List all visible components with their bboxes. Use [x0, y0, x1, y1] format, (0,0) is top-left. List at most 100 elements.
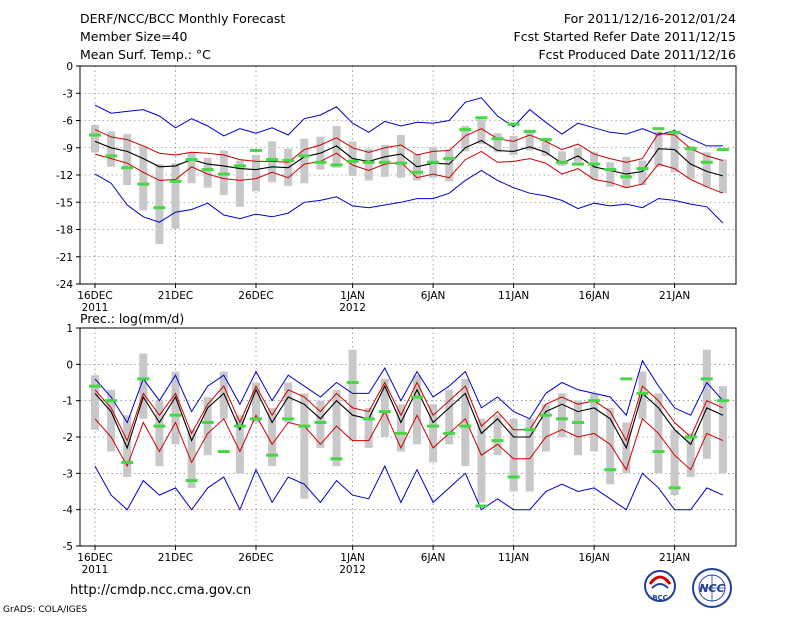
prec-obs-marker — [459, 424, 472, 428]
temp-xtick-label: 11JAN — [498, 290, 529, 302]
prec-plus-std-line — [94, 381, 724, 442]
prec-spread-bar — [493, 415, 502, 456]
prec-spread-bar — [300, 393, 309, 499]
temp-obs-marker — [668, 130, 681, 134]
prec-obs-marker — [185, 479, 198, 483]
prec-obs-marker — [700, 377, 713, 381]
prec-spread-bar — [477, 418, 486, 503]
prec-spread-bar — [268, 407, 277, 467]
temp-obs-marker — [604, 168, 617, 172]
produced-date-label: Fcst Produced Date 2011/12/16 — [538, 47, 736, 62]
temp-spread-bar — [203, 157, 212, 188]
prec-ytick-label: 0 — [66, 359, 73, 371]
temp-obs-marker — [105, 154, 118, 158]
prec-spread-bar — [557, 393, 566, 437]
prec-spread-bar — [187, 429, 196, 488]
temp-obs-marker — [330, 163, 343, 167]
prec-obs-marker — [636, 391, 649, 395]
prec-ytick-label: 1 — [66, 323, 73, 335]
temp-spread-bar — [557, 151, 566, 166]
variable-label: Mean Surf. Temp.: °C — [80, 47, 211, 62]
prec-obs-marker — [137, 377, 150, 381]
prec-ytick-label: -4 — [63, 505, 74, 517]
prec-obs-marker — [250, 417, 262, 421]
prec-obs-marker — [266, 453, 279, 457]
temp-spread-bar — [364, 148, 373, 181]
temp-spread-bar — [477, 119, 486, 145]
temp-spread-bar — [670, 133, 679, 173]
temp-obs-marker — [443, 157, 456, 161]
prec-min-line — [94, 464, 724, 511]
temp-minus-std-line — [94, 150, 724, 194]
prec-obs-marker — [539, 413, 552, 417]
temp-spread-bar — [686, 145, 695, 179]
temp-obs-marker — [217, 172, 230, 176]
temp-spread-bar — [525, 131, 534, 151]
prec-spread-bar — [107, 389, 116, 452]
prec-spread-bar — [332, 389, 341, 467]
prec-obs-marker — [217, 450, 230, 454]
temp-obs-marker — [233, 164, 246, 168]
prec-spread-bar — [702, 349, 711, 459]
prec-spread-bar — [396, 404, 405, 452]
refer-date-label: Fcst Started Refer Date 2011/12/15 — [513, 29, 737, 44]
temp-ytick-label: -3 — [63, 88, 73, 100]
prec-spread-bar — [380, 378, 389, 437]
prec-obs-marker — [394, 431, 407, 435]
temp-ytick-label: -12 — [56, 170, 73, 182]
temp-spread-bar — [606, 162, 615, 187]
temp-spread-bar — [461, 125, 470, 152]
temp-spread-bar — [590, 152, 599, 180]
temp-obs-marker — [378, 160, 391, 164]
prec-spread-bar — [461, 378, 470, 467]
temp-ytick-label: -21 — [56, 252, 73, 264]
temp-obs-marker — [572, 162, 584, 166]
prec-obs-marker — [298, 424, 311, 428]
prec-xtick-label: 11JAN — [498, 552, 529, 564]
prec-obs-marker — [475, 504, 488, 508]
temp-obs-marker — [684, 147, 697, 151]
temp-ytick-label: -9 — [63, 143, 73, 155]
temp-obs-marker — [362, 160, 375, 164]
prec-obs-marker — [346, 381, 359, 384]
ncc-logo-meridian-icon — [699, 575, 725, 601]
temp-obs-marker — [539, 138, 552, 142]
prec-xtick-label: 21JAN — [659, 552, 690, 564]
prec-spread-bar — [284, 382, 293, 423]
prec-spread-bar — [670, 429, 679, 496]
prec-obs-marker — [491, 439, 504, 443]
temp-obs-marker — [298, 154, 311, 158]
temp-mean-line — [94, 139, 724, 177]
temp-xtick-label: 26DEC — [238, 290, 273, 302]
prec-obs-marker — [121, 460, 134, 464]
temp-obs-marker — [411, 170, 423, 174]
prec-obs-marker — [201, 420, 214, 424]
prec-obs-marker — [716, 399, 729, 403]
temp-obs-marker — [282, 158, 295, 162]
bcc-logo-swirl-icon — [648, 575, 672, 585]
temp-obs-marker — [636, 167, 649, 171]
prec-spread-bar — [252, 382, 260, 423]
temp-obs-marker — [201, 168, 214, 172]
temp-spread-bar — [702, 152, 711, 187]
prec-obs-marker — [105, 399, 118, 403]
temp-obs-marker — [555, 160, 568, 164]
prec-spread-bar — [219, 371, 228, 419]
bcc-logo-ring — [644, 570, 676, 602]
ncc-logo: NCC — [692, 568, 732, 608]
prec-spread-bar — [574, 400, 582, 456]
prec-spread-bar — [203, 397, 212, 456]
temp-xtick-label: 1JAN — [340, 290, 365, 302]
temp-obs-marker — [427, 160, 440, 164]
temp-obs-marker — [716, 148, 729, 152]
forecast-period: For 2011/12/16-2012/01/24 — [563, 11, 736, 26]
temp-spread-bar — [638, 160, 647, 185]
temp-ytick-label: -15 — [56, 197, 73, 209]
temp-obs-marker — [620, 175, 633, 179]
prec-obs-marker — [684, 435, 697, 439]
prec-ytick-label: -3 — [63, 468, 73, 480]
member-size-label: Member Size=40 — [80, 29, 188, 44]
prec-obs-marker — [427, 424, 440, 428]
